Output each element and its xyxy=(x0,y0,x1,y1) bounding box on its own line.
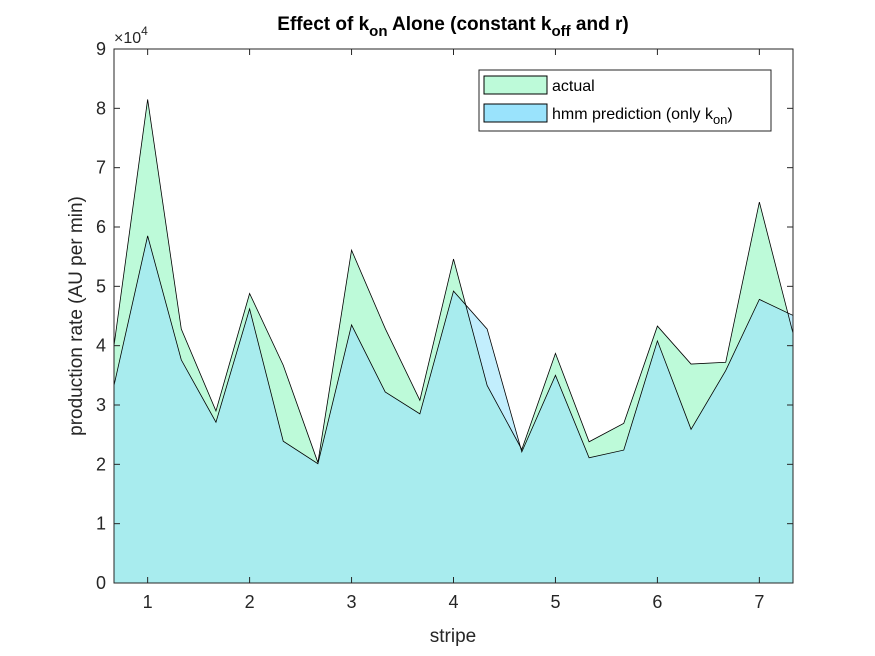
y-tick-label: 2 xyxy=(96,454,106,474)
area-layer xyxy=(114,99,793,583)
x-tick-label: 6 xyxy=(652,592,662,612)
x-tick-label: 2 xyxy=(245,592,255,612)
legend-label-hmm-prediction: hmm prediction (only kon) xyxy=(552,106,733,127)
y-tick-label: 1 xyxy=(96,514,106,534)
legend-swatch-actual xyxy=(483,75,548,95)
y-tick-label: 6 xyxy=(96,217,106,237)
y-axis-label: production rate (AU per min) xyxy=(66,196,87,436)
x-tick-label: 3 xyxy=(347,592,357,612)
y-tick-label: 3 xyxy=(96,395,106,415)
y-tick-label: 8 xyxy=(96,98,106,118)
area-outline-series-0 xyxy=(114,99,793,463)
y-tick-label: 4 xyxy=(96,336,106,356)
y-tick-label: 5 xyxy=(96,276,106,296)
x-tick-label: 5 xyxy=(550,592,560,612)
legend-swatch-hmm-prediction xyxy=(483,103,548,123)
tick-layer: 1 2 3 4 5 6 7 0 1 2 3 4 5 6 7 8 9 xyxy=(96,39,793,612)
y-tick-label: 9 xyxy=(96,39,106,59)
chart-title: Effect of kon Alone (constant koff and r… xyxy=(277,14,628,40)
x-axis-label: stripe xyxy=(430,626,476,647)
y-tick-label: 7 xyxy=(96,158,106,178)
area-outline-series-1 xyxy=(114,235,793,465)
legend: actual hmm prediction (only kon) xyxy=(478,69,772,132)
x-tick-label: 4 xyxy=(448,592,458,612)
area-series-1 xyxy=(114,235,793,583)
x-tick-label: 1 xyxy=(143,592,153,612)
x-tick-label: 7 xyxy=(754,592,764,612)
y-tick-label: 0 xyxy=(96,573,106,593)
legend-label-actual: actual xyxy=(552,78,595,95)
y-exponent-label: ×104 xyxy=(114,24,148,47)
